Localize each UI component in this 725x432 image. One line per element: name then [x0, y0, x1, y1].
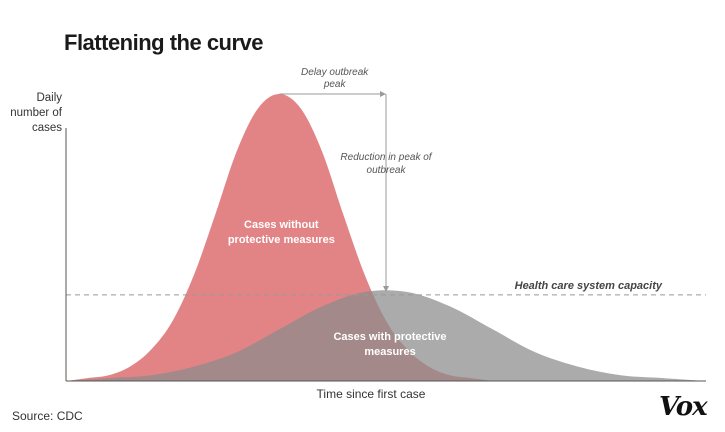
y-axis-label: Daily number of cases [10, 92, 62, 134]
source-note: Source: CDC [12, 409, 83, 423]
vox-logo: Vox [659, 392, 708, 422]
delay-arrow-head [380, 91, 386, 97]
series-area-with-measures [66, 290, 706, 381]
capacity-label: Health care system capacity [515, 280, 663, 292]
series-label-with-measures: Cases with protective measures [333, 331, 446, 358]
annotation-arrows [279, 91, 389, 293]
reduction-annotation: Reduction in peak of outbreak [340, 152, 432, 176]
x-axis-label: Time since first case [317, 387, 426, 401]
delay-annotation: Delay outbreak peak [301, 67, 369, 90]
chart-title: Flattening the curve [64, 30, 264, 55]
series-label-without-measures: Cases without protective measures [228, 219, 335, 246]
reduction-arrow-head [383, 286, 389, 293]
series-area-without-measures [66, 94, 493, 381]
